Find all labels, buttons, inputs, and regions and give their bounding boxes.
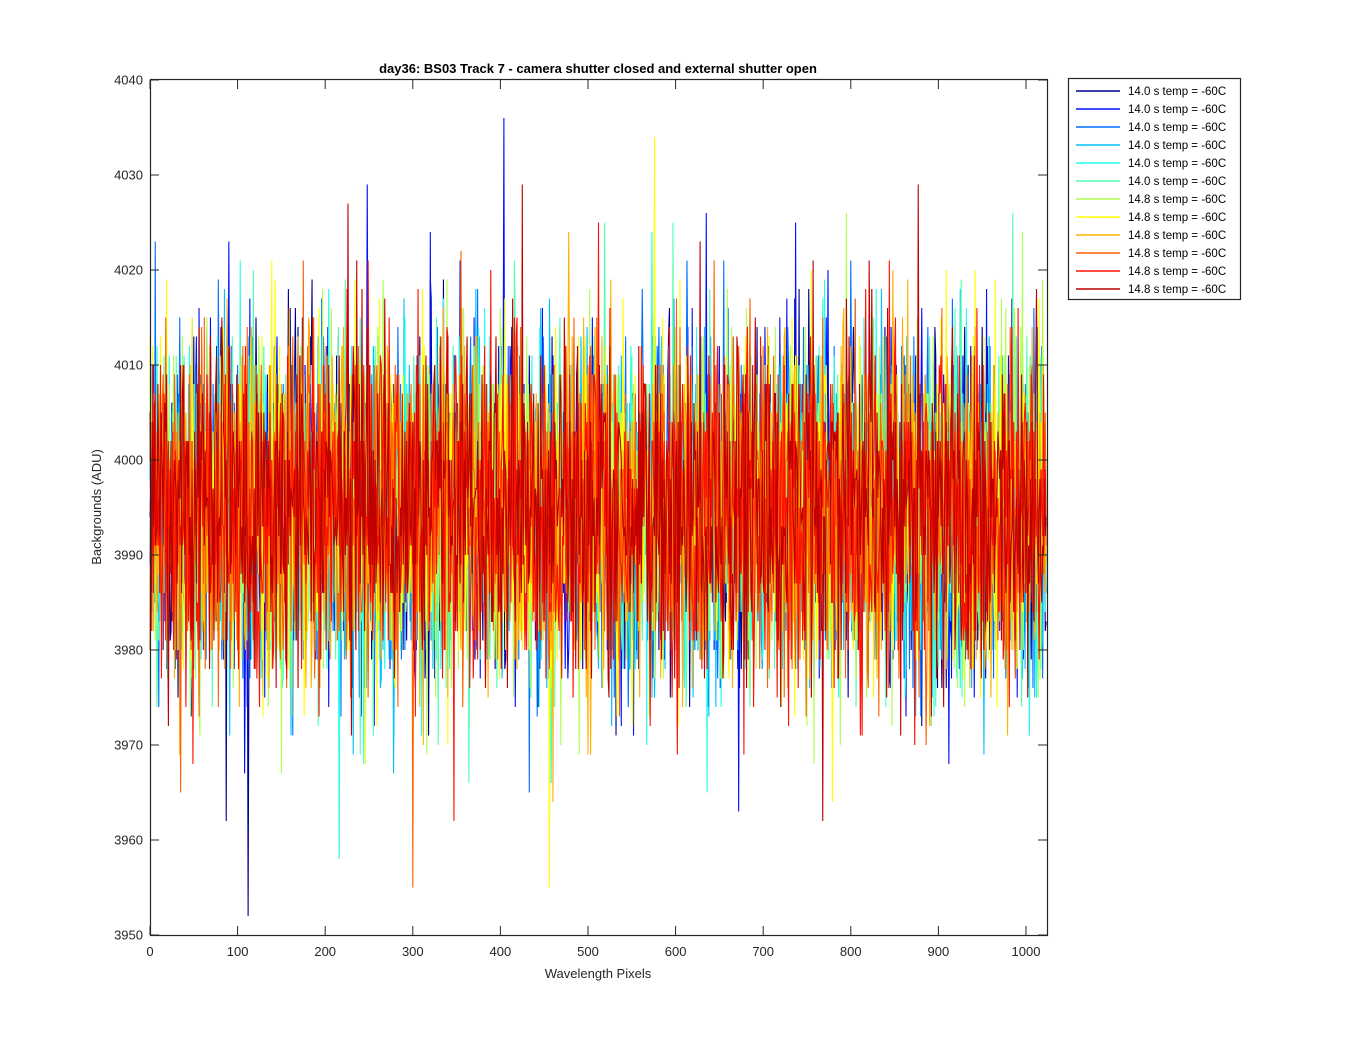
legend-label: 14.8 s temp = -60C [1128,230,1226,242]
legend-label: 14.8 s temp = -60C [1128,194,1226,206]
legend-entry: 14.8 s temp = -60C [1076,248,1226,260]
legend-entry: 14.0 s temp = -60C [1076,104,1226,116]
x-tick-label: 800 [840,944,862,959]
y-tick-label: 3960 [114,833,143,848]
axes-box [149,78,1049,937]
legend-label: 14.8 s temp = -60C [1128,266,1226,278]
legend-entry: 14.8 s temp = -60C [1076,194,1226,206]
legend-label: 14.0 s temp = -60C [1128,176,1226,188]
y-tick-label: 4010 [114,358,143,373]
series-layer [149,117,1047,917]
legend-label: 14.0 s temp = -60C [1128,104,1226,116]
x-axis-label: Wavelength Pixels [545,966,652,981]
y-tick-label: 3950 [114,928,143,943]
legend-entry: 14.8 s temp = -60C [1076,230,1226,242]
legend-entry: 14.0 s temp = -60C [1076,86,1226,98]
legend-entry: 14.0 s temp = -60C [1076,158,1226,170]
y-axis-label: Backgrounds (ADU) [89,449,104,565]
legend-entry: 14.8 s temp = -60C [1076,266,1226,278]
legend-label: 14.0 s temp = -60C [1128,158,1226,170]
series-line-12 [149,184,1047,822]
y-tick-label: 3980 [114,643,143,658]
x-tick-label: 500 [577,944,599,959]
x-tick-label: 700 [752,944,774,959]
y-tick-label: 4040 [114,73,143,88]
legend-entry: 14.8 s temp = -60C [1076,212,1226,224]
x-tick-label: 900 [928,944,950,959]
legend-label: 14.0 s temp = -60C [1128,122,1226,134]
legend-entry: 14.8 s temp = -60C [1076,284,1226,296]
x-tick-label: 200 [314,944,336,959]
legend-label: 14.8 s temp = -60C [1128,212,1226,224]
x-tick-label: 0 [146,944,153,959]
x-tick-label: 1000 [1012,944,1041,959]
x-tick-label: 400 [490,944,512,959]
legend-items: 14.0 s temp = -60C 14.0 s temp = -60C 14.0… [1076,86,1226,296]
axis-layer: 0 100 200 300 400 500 600 700 800 900 1000 3950 3960… [114,73,1047,959]
x-tick-label: 300 [402,944,424,959]
x-tick-label: 100 [227,944,249,959]
y-tick-label: 3970 [114,738,143,753]
legend-label: 14.8 s temp = -60C [1128,284,1226,296]
legend-entry: 14.0 s temp = -60C [1076,140,1226,152]
chart-title: day36: BS03 Track 7 - camera shutter clo… [379,61,817,76]
legend-entry: 14.0 s temp = -60C [1076,176,1226,188]
legend-label: 14.8 s temp = -60C [1128,248,1226,260]
x-tick-label: 600 [665,944,687,959]
legend-box [1067,77,1242,301]
legend-label: 14.0 s temp = -60C [1128,86,1226,98]
y-tick-label: 4000 [114,453,143,468]
y-tick-label: 4020 [114,263,143,278]
legend-entry: 14.0 s temp = -60C [1076,122,1226,134]
legend: 14.0 s temp = -60C 14.0 s temp = -60C 14.0… [1067,77,1242,301]
legend-label: 14.0 s temp = -60C [1128,140,1226,152]
y-tick-label: 4030 [114,168,143,183]
y-tick-label: 3990 [114,548,143,563]
